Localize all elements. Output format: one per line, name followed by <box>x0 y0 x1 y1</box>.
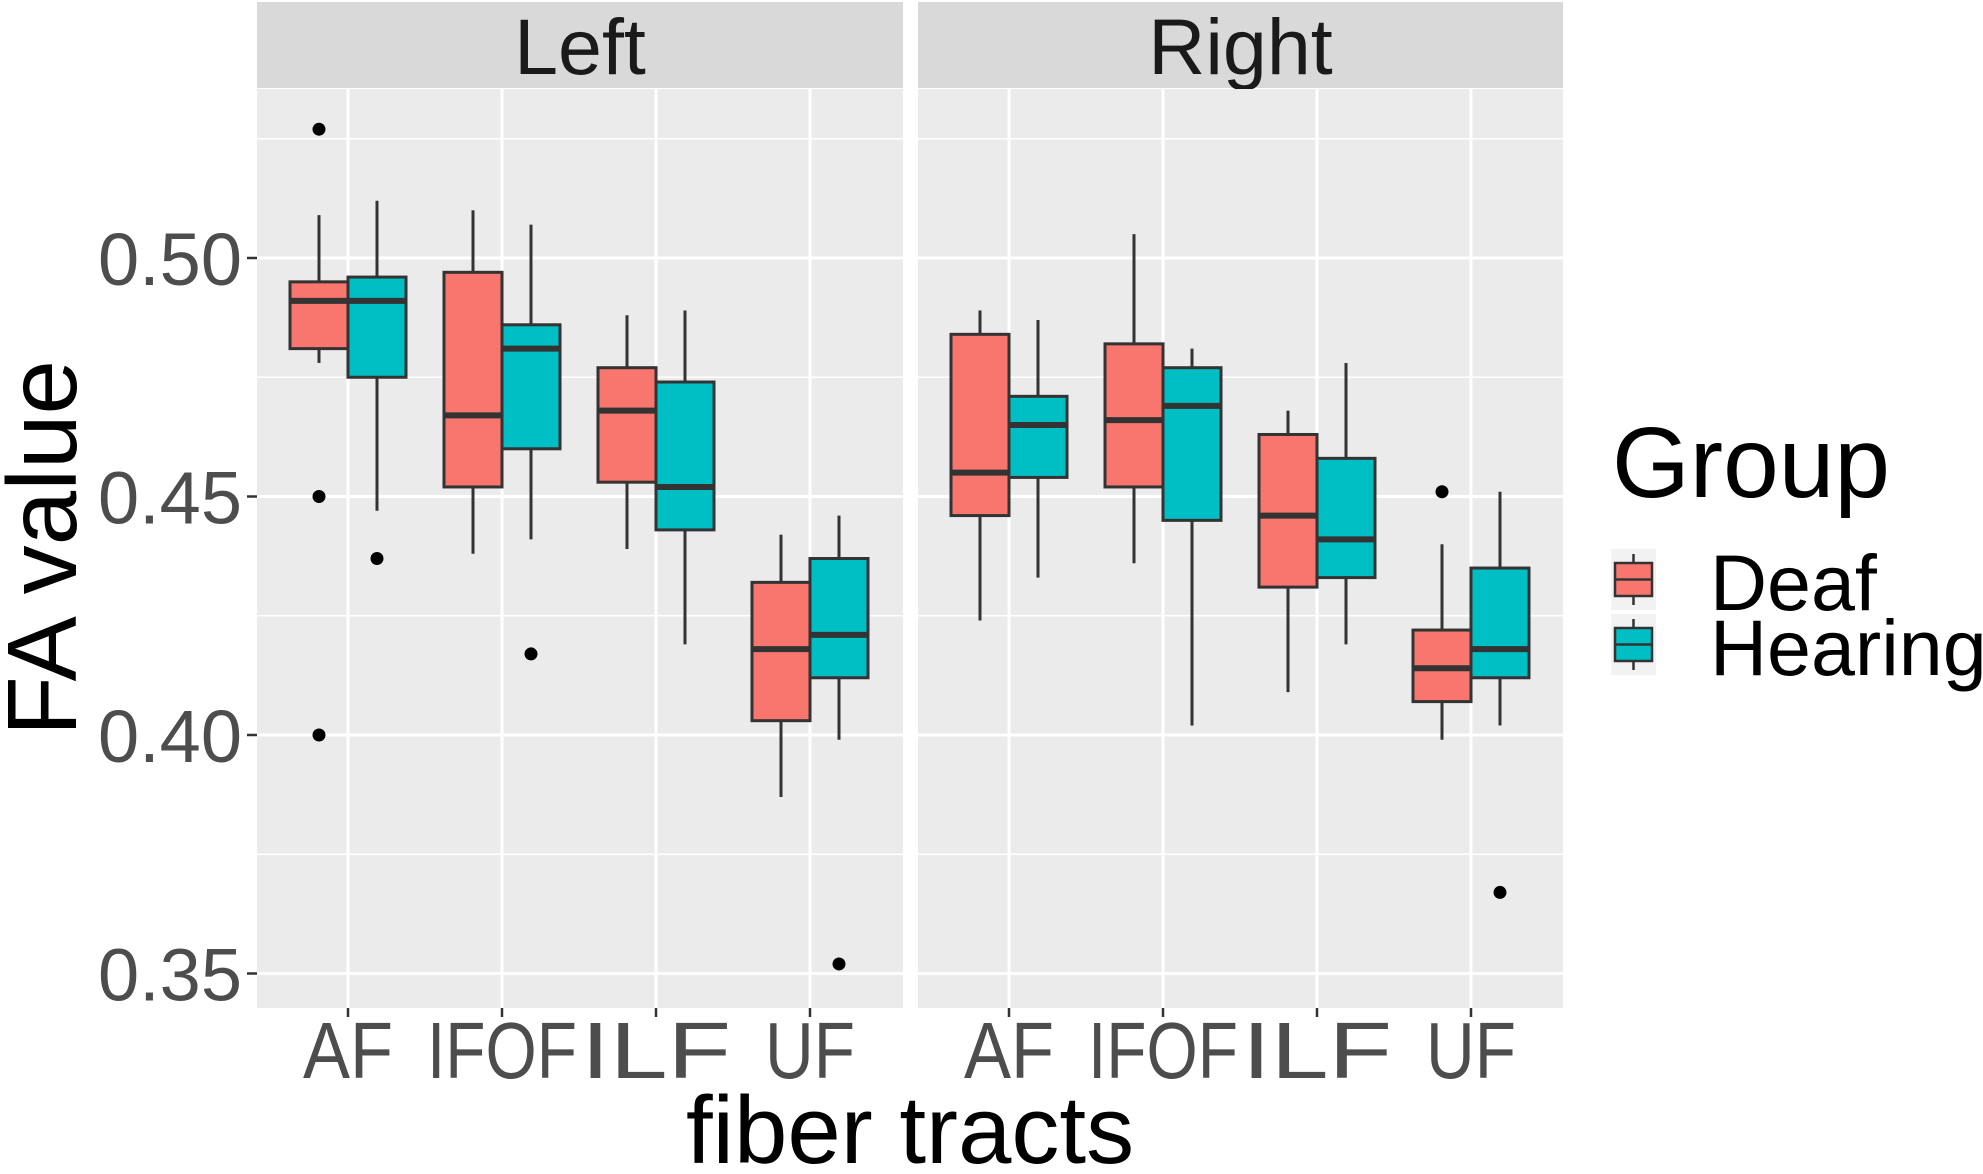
boxplot-hearing-af <box>1007 320 1069 578</box>
facet-panel-left: Left <box>257 2 903 1008</box>
boxplot-hearing-ilf <box>654 310 716 645</box>
boxplot-deaf-af <box>288 122 350 742</box>
boxplot-hearing-uf <box>808 515 870 971</box>
panel-background <box>918 89 1563 1008</box>
x-tick-label: IFOF <box>427 1006 577 1095</box>
facet-strip <box>918 2 1563 88</box>
x-tick-label: UF <box>765 1006 855 1095</box>
boxplot-deaf-ifof <box>442 210 504 554</box>
outlier-point <box>832 957 846 971</box>
boxplot-hearing-ifof <box>500 224 562 661</box>
legend-title: Group <box>1612 407 1890 519</box>
y-tick-label: 0.35 <box>98 934 242 1017</box>
iqr-box <box>808 557 870 680</box>
legend-entry-label: Hearing <box>1710 603 1983 692</box>
iqr-box <box>1257 432 1319 589</box>
y-tick-label: 0.40 <box>98 695 242 778</box>
y-axis-title: FA value <box>0 360 97 736</box>
iqr-box <box>442 270 504 489</box>
iqr-box <box>346 275 408 379</box>
boxplot-hearing-ifof <box>1161 348 1223 726</box>
facet-strip-label: Right <box>1148 2 1332 91</box>
boxplot-hearing-uf <box>1469 491 1531 899</box>
boxplot-deaf-ifof <box>1103 234 1165 564</box>
y-tick-label: 0.45 <box>98 457 242 540</box>
iqr-box <box>288 280 350 351</box>
x-tick-label: ILF <box>581 1006 731 1095</box>
legend-entry-label: Deaf <box>1710 538 1878 627</box>
iqr-box <box>596 366 658 484</box>
iqr-box <box>1103 342 1165 489</box>
boxplot-deaf-ilf <box>596 315 658 549</box>
iqr-box <box>654 380 716 532</box>
iqr-box <box>1315 456 1377 580</box>
x-tick-label: AF <box>303 1006 393 1095</box>
panel-background <box>257 89 903 1008</box>
iqr-box <box>949 332 1011 518</box>
boxplot-hearing-af <box>346 200 408 566</box>
x-tick-label: AF <box>964 1006 1054 1095</box>
y-tick-label: 0.50 <box>98 218 242 301</box>
iqr-box <box>500 323 562 451</box>
x-axis-title: fiber tracts <box>686 1077 1134 1169</box>
x-axis: AF IFOF ILF UF AF IFOF ILF UF <box>303 1006 1516 1095</box>
boxplot-hearing-ilf <box>1315 362 1377 645</box>
boxplot-deaf-uf <box>1411 485 1473 740</box>
iqr-box <box>1469 566 1531 680</box>
iqr-box <box>1007 394 1069 479</box>
boxplot-deaf-af <box>949 310 1011 621</box>
x-tick-label: UF <box>1426 1006 1516 1095</box>
facet-strip <box>257 2 903 88</box>
outlier-point <box>1493 885 1507 899</box>
legend-entry-deaf: Deaf <box>1611 538 1878 627</box>
legend-entry-hearing: Hearing <box>1611 603 1983 692</box>
boxplot-deaf-ilf <box>1257 410 1319 693</box>
facet-strip-label: Left <box>514 2 646 91</box>
outlier-point <box>312 490 326 503</box>
iqr-box <box>1161 366 1223 522</box>
facet-panel-right: Right <box>918 2 1563 1008</box>
outlier-point <box>524 647 538 661</box>
outlier-point <box>312 728 326 742</box>
x-tick-label: IFOF <box>1088 1006 1238 1095</box>
facet-panels: Left Right <box>257 2 1563 1008</box>
x-tick-label: ILF <box>1242 1006 1392 1095</box>
outlier-point <box>370 552 384 566</box>
outlier-point <box>312 122 326 136</box>
y-axis: 0.35 0.40 0.45 0.50 <box>98 218 257 1017</box>
outlier-point <box>1435 485 1449 499</box>
